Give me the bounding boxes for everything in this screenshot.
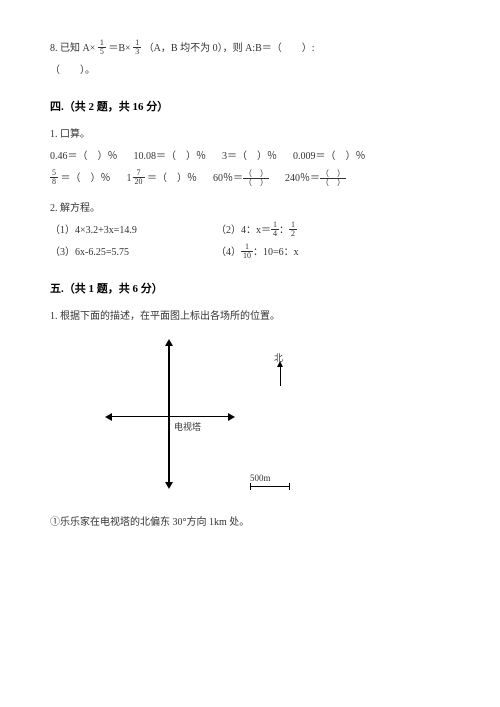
calc-item-1: 0.46＝（ ）％	[50, 148, 118, 166]
calc-item-4: 0.009＝（ ）％	[293, 148, 366, 166]
scale-label: 500m	[250, 470, 271, 486]
equation-2: （2）4：x＝14：12	[216, 222, 297, 240]
coordinate-diagram: 电视塔 北 500m	[110, 344, 350, 504]
frac-1-5: 15	[98, 39, 106, 56]
question-8-cont: （ ）。	[50, 62, 450, 80]
calc-row-1: 0.46＝（ ）％ 10.08＝（ ）％ 3＝（ ）％ 0.009＝（ ）％	[50, 148, 450, 166]
section-5-title: 五.（共 1 题，共 6 分）	[50, 280, 450, 300]
north-arrow-icon	[280, 366, 281, 386]
section-5-item1: ①乐乐家在电视塔的北偏东 30°方向 1km 处。	[50, 514, 450, 532]
section-4-q1: 1. 口算。	[50, 126, 450, 144]
scale-bar	[250, 486, 290, 487]
center-label: 电视塔	[174, 419, 201, 435]
equation-1: （1）4×3.2+3x=14.9	[50, 222, 200, 240]
q8-text-c: （A，B 均不为 0），则 A:B＝（ ）:	[144, 43, 315, 54]
calc-row-2: 58 ＝（ ）％ 1720 ＝（ ）％ 60％＝（ ）（ ） 240％＝（ ）（…	[50, 170, 450, 188]
equation-3: （3）6x-6.25=5.75	[50, 244, 200, 262]
vertical-axis	[168, 344, 170, 484]
frac-1-3: 13	[133, 39, 141, 56]
section-4-q2: 2. 解方程。	[50, 200, 450, 218]
equation-row-2: （3）6x-6.25=5.75 （4）110：10=6：x	[50, 244, 450, 262]
calc-item-6: 1720 ＝（ ）％	[127, 170, 198, 188]
question-8: 8. 已知 A× 15 ＝B× 13 （A，B 均不为 0），则 A:B＝（ ）…	[50, 40, 450, 58]
horizontal-axis	[110, 416, 230, 418]
section-5-q1: 1. 根据下面的描述，在平面图上标出各场所的位置。	[50, 308, 450, 326]
calc-item-3: 3＝（ ）％	[222, 148, 277, 166]
q8-text-b: ＝B×	[108, 43, 130, 54]
calc-item-7: 60％＝（ ）（ ）	[213, 170, 269, 188]
section-4-title: 四.（共 2 题，共 16 分）	[50, 98, 450, 118]
q8-text-a: 8. 已知 A×	[50, 43, 95, 54]
calc-item-2: 10.08＝（ ）％	[134, 148, 207, 166]
calc-item-8: 240％＝（ ）（ ）	[285, 170, 346, 188]
equation-row-1: （1）4×3.2+3x=14.9 （2）4：x＝14：12	[50, 222, 450, 240]
equation-4: （4）110：10=6：x	[216, 244, 299, 262]
calc-item-5: 58 ＝（ ）％	[50, 170, 111, 188]
